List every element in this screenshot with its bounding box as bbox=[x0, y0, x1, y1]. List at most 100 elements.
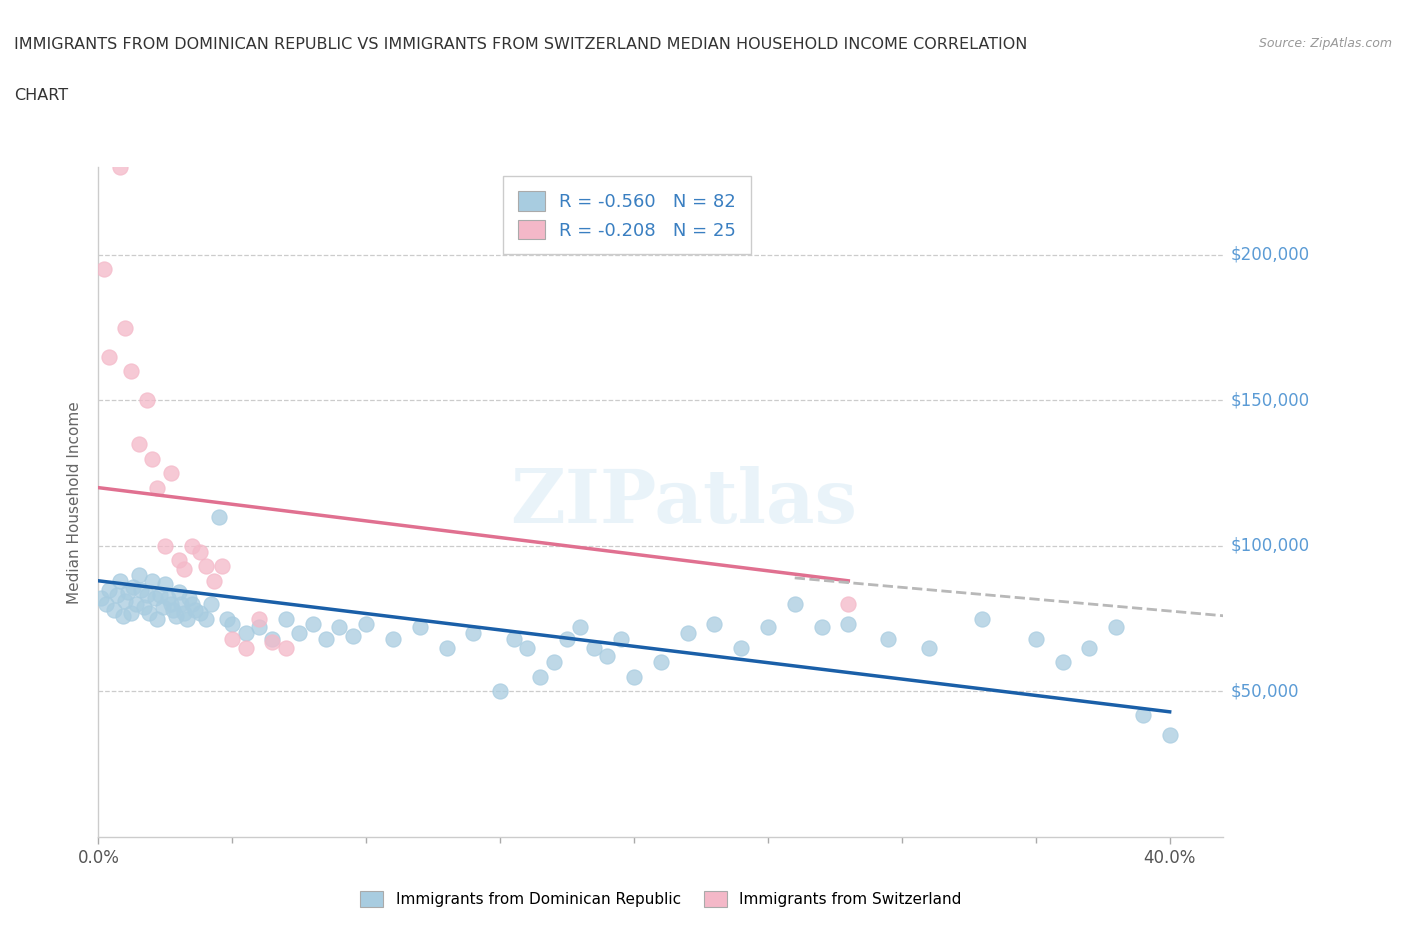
Point bbox=[93, 262, 115, 277]
Text: Source: ZipAtlas.com: Source: ZipAtlas.com bbox=[1258, 37, 1392, 50]
Point bbox=[609, 631, 631, 646]
Point bbox=[146, 611, 169, 626]
Point bbox=[138, 605, 160, 620]
Point bbox=[1159, 727, 1181, 742]
Point bbox=[208, 510, 231, 525]
Point bbox=[837, 617, 859, 631]
Point bbox=[111, 608, 134, 623]
Point bbox=[516, 641, 538, 656]
Point bbox=[274, 611, 297, 626]
Point bbox=[703, 617, 725, 631]
Point bbox=[173, 605, 195, 620]
Point bbox=[382, 631, 405, 646]
Point bbox=[972, 611, 994, 626]
Point bbox=[122, 579, 145, 594]
Point bbox=[184, 603, 207, 618]
Point bbox=[125, 597, 148, 612]
Point bbox=[569, 620, 592, 635]
Point bbox=[582, 641, 605, 656]
Point bbox=[288, 626, 311, 641]
Point bbox=[202, 574, 225, 589]
Point bbox=[200, 597, 222, 612]
Point bbox=[328, 620, 350, 635]
Point bbox=[108, 160, 131, 175]
Point bbox=[342, 629, 364, 644]
Point bbox=[529, 670, 551, 684]
Point bbox=[170, 597, 193, 612]
Point bbox=[489, 684, 512, 698]
Point bbox=[167, 585, 190, 600]
Point bbox=[1105, 620, 1128, 635]
Point bbox=[756, 620, 779, 635]
Point bbox=[409, 620, 432, 635]
Point bbox=[120, 364, 142, 379]
Point bbox=[135, 392, 157, 407]
Point bbox=[188, 544, 211, 559]
Point bbox=[176, 611, 198, 626]
Point bbox=[235, 641, 257, 656]
Point bbox=[188, 605, 211, 620]
Point bbox=[128, 436, 150, 451]
Point bbox=[555, 631, 578, 646]
Point bbox=[315, 631, 337, 646]
Y-axis label: Median Household Income: Median Household Income bbox=[67, 401, 83, 604]
Point bbox=[96, 597, 118, 612]
Point bbox=[1052, 655, 1074, 670]
Point bbox=[149, 588, 172, 603]
Text: ZIPatlas: ZIPatlas bbox=[510, 466, 856, 538]
Legend: R = -0.560   N = 82, R = -0.208   N = 25: R = -0.560 N = 82, R = -0.208 N = 25 bbox=[503, 177, 751, 254]
Point bbox=[463, 626, 485, 641]
Point bbox=[301, 617, 323, 631]
Point bbox=[173, 562, 195, 577]
Point bbox=[247, 620, 270, 635]
Point bbox=[262, 634, 284, 649]
Point bbox=[132, 600, 155, 615]
Point bbox=[165, 608, 187, 623]
Point bbox=[128, 567, 150, 582]
Point bbox=[221, 631, 243, 646]
Point bbox=[877, 631, 900, 646]
Point bbox=[98, 349, 121, 364]
Point bbox=[221, 617, 243, 631]
Point bbox=[159, 466, 181, 481]
Point bbox=[155, 577, 177, 591]
Point bbox=[114, 593, 136, 608]
Point bbox=[105, 588, 128, 603]
Point bbox=[120, 605, 142, 620]
Point bbox=[262, 631, 284, 646]
Point bbox=[152, 600, 174, 615]
Point bbox=[135, 588, 157, 603]
Point bbox=[167, 553, 190, 568]
Point bbox=[179, 591, 201, 605]
Point bbox=[108, 574, 131, 589]
Point bbox=[1132, 708, 1154, 723]
Point bbox=[650, 655, 672, 670]
Point bbox=[676, 626, 699, 641]
Point bbox=[103, 58, 125, 73]
Point bbox=[114, 320, 136, 335]
Point bbox=[502, 631, 524, 646]
Point bbox=[235, 626, 257, 641]
Point bbox=[194, 611, 217, 626]
Point bbox=[141, 451, 163, 466]
Point bbox=[837, 597, 859, 612]
Text: $150,000: $150,000 bbox=[1230, 392, 1309, 409]
Point bbox=[117, 585, 139, 600]
Point bbox=[159, 597, 181, 612]
Legend: Immigrants from Dominican Republic, Immigrants from Switzerland: Immigrants from Dominican Republic, Immi… bbox=[354, 884, 967, 913]
Point bbox=[181, 597, 204, 612]
Point bbox=[1025, 631, 1047, 646]
Text: IMMIGRANTS FROM DOMINICAN REPUBLIC VS IMMIGRANTS FROM SWITZERLAND MEDIAN HOUSEHO: IMMIGRANTS FROM DOMINICAN REPUBLIC VS IM… bbox=[14, 37, 1028, 52]
Point bbox=[141, 574, 163, 589]
Point bbox=[194, 559, 217, 574]
Point bbox=[247, 611, 270, 626]
Point bbox=[157, 591, 180, 605]
Point bbox=[103, 603, 125, 618]
Point bbox=[211, 559, 233, 574]
Point bbox=[143, 591, 166, 605]
Point bbox=[354, 617, 377, 631]
Point bbox=[155, 538, 177, 553]
Point bbox=[783, 597, 806, 612]
Point bbox=[181, 538, 204, 553]
Point bbox=[98, 582, 121, 597]
